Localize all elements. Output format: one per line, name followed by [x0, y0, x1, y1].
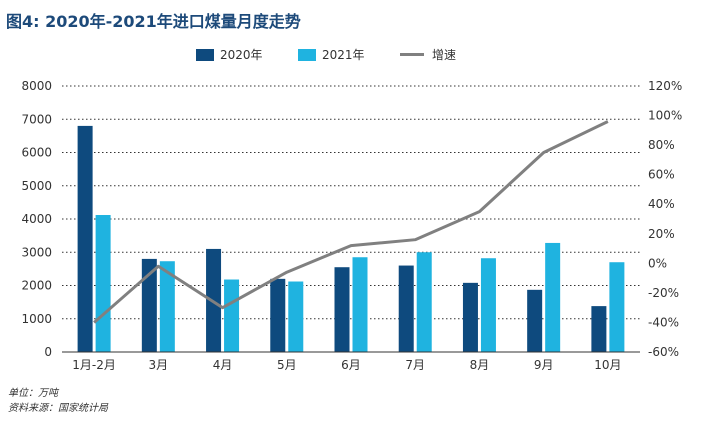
bar-2021	[95, 215, 111, 352]
y-tick-label: 6000	[21, 146, 52, 160]
y-tick-label: 2000	[21, 279, 52, 293]
x-tick-label: 9月	[534, 358, 554, 372]
bar-2020	[398, 265, 414, 352]
bar-2021	[416, 252, 432, 352]
bar-2020	[462, 282, 478, 352]
x-tick-label: 7月	[405, 358, 425, 372]
legend-label-2021: 2021年	[322, 48, 365, 62]
bar-2021	[159, 261, 175, 352]
bar-2020	[77, 125, 93, 353]
y2-tick-label: 60%	[648, 168, 675, 182]
bar-2021	[288, 281, 304, 352]
bar-2021	[352, 257, 368, 352]
y2-tick-label: 120%	[648, 79, 682, 93]
y-tick-label: 1000	[21, 312, 52, 326]
x-tick-label: 8月	[470, 358, 490, 372]
chart-title: 图4: 2020年-2021年进口煤量月度走势	[6, 12, 301, 31]
y-tick-label: 0	[44, 345, 52, 359]
y2-tick-label: -20%	[648, 286, 679, 300]
x-tick-label: 1月-2月	[72, 358, 116, 372]
x-tick-label: 5月	[277, 358, 297, 372]
legend-item-2021: 2021年	[298, 46, 365, 63]
legend-item-growth: 增速	[400, 46, 456, 63]
x-tick-label: 3月	[149, 358, 169, 372]
bar-2021	[224, 279, 240, 352]
bar-2020	[527, 289, 543, 352]
bar-2021	[609, 262, 625, 352]
x-tick-label: 10月	[594, 358, 621, 372]
y-tick-label: 8000	[21, 79, 52, 93]
bar-2021	[480, 258, 496, 352]
y-tick-label: 7000	[21, 112, 52, 126]
y2-tick-label: 80%	[648, 138, 675, 152]
bar-2021	[545, 242, 561, 352]
bar-2020	[334, 267, 350, 352]
legend-swatch-2021	[298, 48, 316, 61]
growth-line	[93, 120, 609, 324]
bar-2020	[270, 278, 286, 352]
y2-tick-label: 100%	[648, 109, 682, 123]
y-tick-label: 5000	[21, 179, 52, 193]
legend-label-2020: 2020年	[220, 48, 263, 62]
legend-swatch-2020	[196, 48, 214, 61]
bar-2020	[591, 306, 607, 352]
y2-tick-label: -40%	[648, 315, 679, 329]
footer-unit: 单位：万吨	[8, 388, 58, 399]
legend: 2020年 2021年 增速	[0, 46, 701, 66]
y2-tick-label: -60%	[648, 345, 679, 359]
x-tick-label: 4月	[213, 358, 233, 372]
footer-source: 资料来源：国家统计局	[8, 403, 108, 414]
y2-tick-label: 0%	[648, 256, 667, 270]
legend-label-growth: 增速	[432, 48, 457, 62]
y2-tick-label: 40%	[648, 197, 675, 211]
bar-2020	[141, 258, 157, 352]
y2-tick-label: 20%	[648, 227, 675, 241]
y-tick-label: 3000	[21, 245, 52, 259]
y-tick-label: 4000	[21, 212, 52, 226]
x-tick-label: 6月	[341, 358, 361, 372]
legend-swatch-growth	[400, 53, 424, 56]
legend-item-2020: 2020年	[196, 46, 263, 63]
